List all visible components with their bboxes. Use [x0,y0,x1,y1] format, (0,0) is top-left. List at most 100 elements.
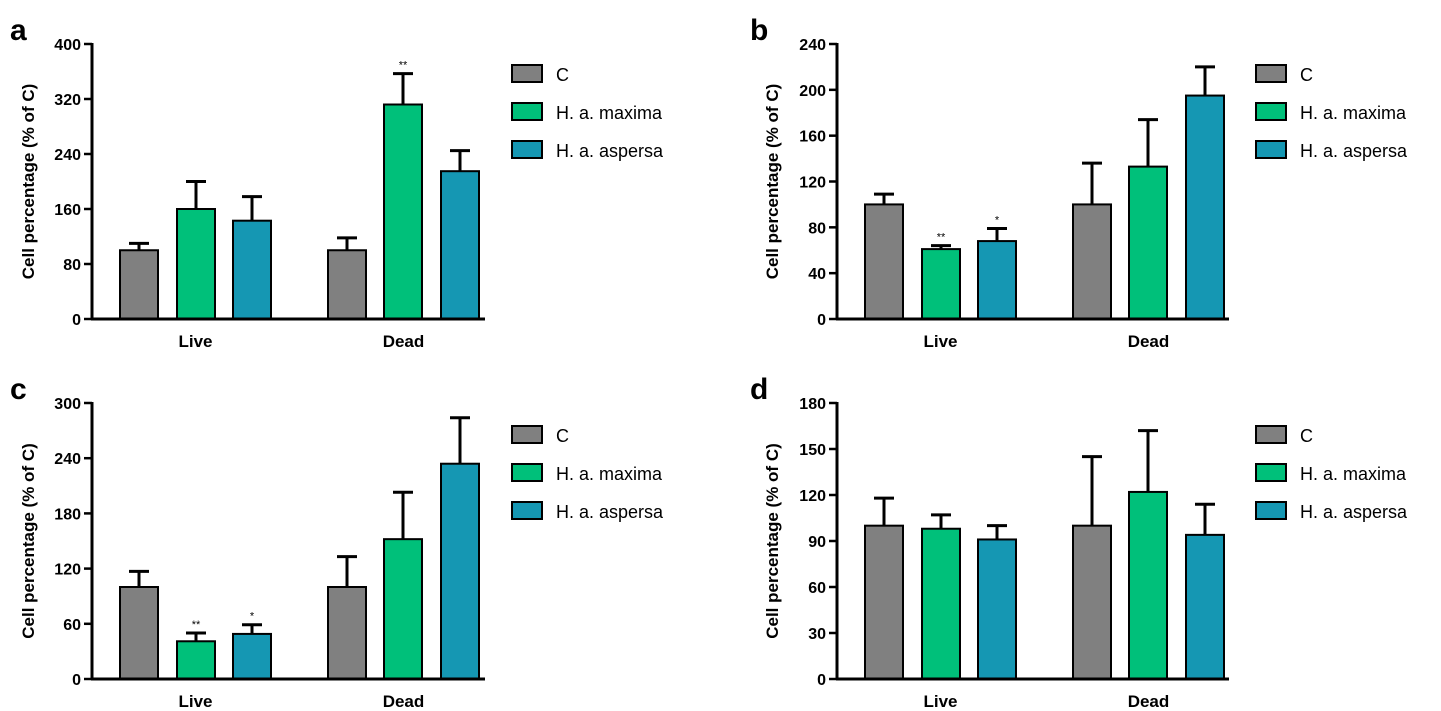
y-tick-label: 240 [54,147,81,164]
legend-label: H. a. aspersa [556,141,664,161]
bar [1128,165,1168,320]
bar [119,586,159,680]
bar [119,249,159,320]
legend-label: C [1300,65,1313,85]
y-tick-label: 60 [63,617,81,634]
legend-swatch [1255,463,1287,482]
y-tick-label: 0 [72,312,81,329]
y-tick-label: 300 [54,396,81,413]
bar [176,640,216,681]
y-tick-label: 120 [799,175,826,192]
panel-letter: b [750,14,768,47]
y-tick-label: 0 [817,672,826,689]
bar [176,208,216,320]
legend-swatch [1255,64,1287,83]
bar [440,170,480,320]
legend-swatch [511,425,543,444]
y-tick-label: 0 [72,672,81,689]
legend-label: C [556,426,569,446]
bar [327,249,367,320]
y-tick-label: 240 [799,37,826,54]
significance-label: ** [192,619,201,631]
bar [1072,203,1112,321]
y-tick-label: 200 [799,83,826,100]
y-tick-label: 180 [799,396,826,413]
y-tick-label: 150 [799,442,826,459]
legend-swatch [1255,425,1287,444]
category-label: Dead [383,692,425,711]
legend-swatch [511,102,543,121]
bar [232,632,272,680]
y-tick-label: 180 [54,506,81,523]
y-tick-label: 40 [808,266,826,283]
y-tick-label: 0 [817,312,826,329]
bar [440,462,480,680]
bar [864,203,904,321]
y-tick-label: 120 [799,488,826,505]
bar [1072,524,1112,681]
significance-label: ** [399,60,408,72]
bar [864,524,904,681]
bar [977,538,1017,681]
legend-swatch [1255,102,1287,121]
y-tick-label: 60 [808,580,826,597]
significance-label: * [250,611,255,623]
legend-label: H. a. maxima [1300,464,1407,484]
panel-a: a ** 0 80 160 240 320 400 Live Dead Cell percentag… [10,14,664,351]
category-label: Dead [1128,332,1170,351]
y-axis-label: Cell percentage (% of C) [763,443,782,639]
legend-label: H. a. maxima [1300,103,1407,123]
bar [383,103,423,320]
category-label: Live [178,692,212,711]
y-tick-label: 80 [808,220,826,237]
y-axis-label: Cell percentage (% of C) [763,84,782,280]
legend-label: H. a. aspersa [556,502,664,522]
y-tick-label: 160 [799,129,826,146]
legend-label: H. a. maxima [556,103,663,123]
category-label: Dead [1128,692,1170,711]
panel-letter: d [750,373,768,406]
bar [1128,490,1168,680]
legend-swatch [511,463,543,482]
category-label: Live [178,332,212,351]
legend-label: C [1300,426,1313,446]
legend-swatch [511,64,543,83]
legend-swatch [1255,501,1287,520]
panel-letter: c [10,373,27,406]
legend-label: H. a. maxima [556,464,663,484]
bar [232,219,272,320]
legend-label: H. a. aspersa [1300,141,1408,161]
y-tick-label: 90 [808,534,826,551]
legend-label: H. a. aspersa [1300,502,1408,522]
bar [1185,94,1225,320]
y-tick-label: 320 [54,92,81,109]
y-axis-label: Cell percentage (% of C) [19,443,38,639]
bar [1185,533,1225,680]
y-axis-label: Cell percentage (% of C) [19,84,38,280]
y-tick-label: 240 [54,451,81,468]
category-label: Live [923,692,957,711]
legend-swatch [511,140,543,159]
category-label: Dead [383,332,425,351]
panel-letter: a [10,14,27,47]
significance-label: ** [937,232,946,244]
legend-swatch [1255,140,1287,159]
bar [977,240,1017,320]
y-tick-label: 120 [54,562,81,579]
bar [327,586,367,680]
bar [921,248,961,321]
bar [383,538,423,680]
significance-label: * [995,214,1000,226]
y-tick-label: 30 [808,626,826,643]
y-tick-label: 80 [63,257,81,274]
legend-swatch [511,501,543,520]
y-tick-label: 160 [54,202,81,219]
panel-d: d 0 30 60 90 120 150 180 Live Dead Cell percentage… [750,373,1408,711]
category-label: Live [923,332,957,351]
bar [921,527,961,680]
legend-label: C [556,65,569,85]
y-tick-label: 400 [54,37,81,54]
